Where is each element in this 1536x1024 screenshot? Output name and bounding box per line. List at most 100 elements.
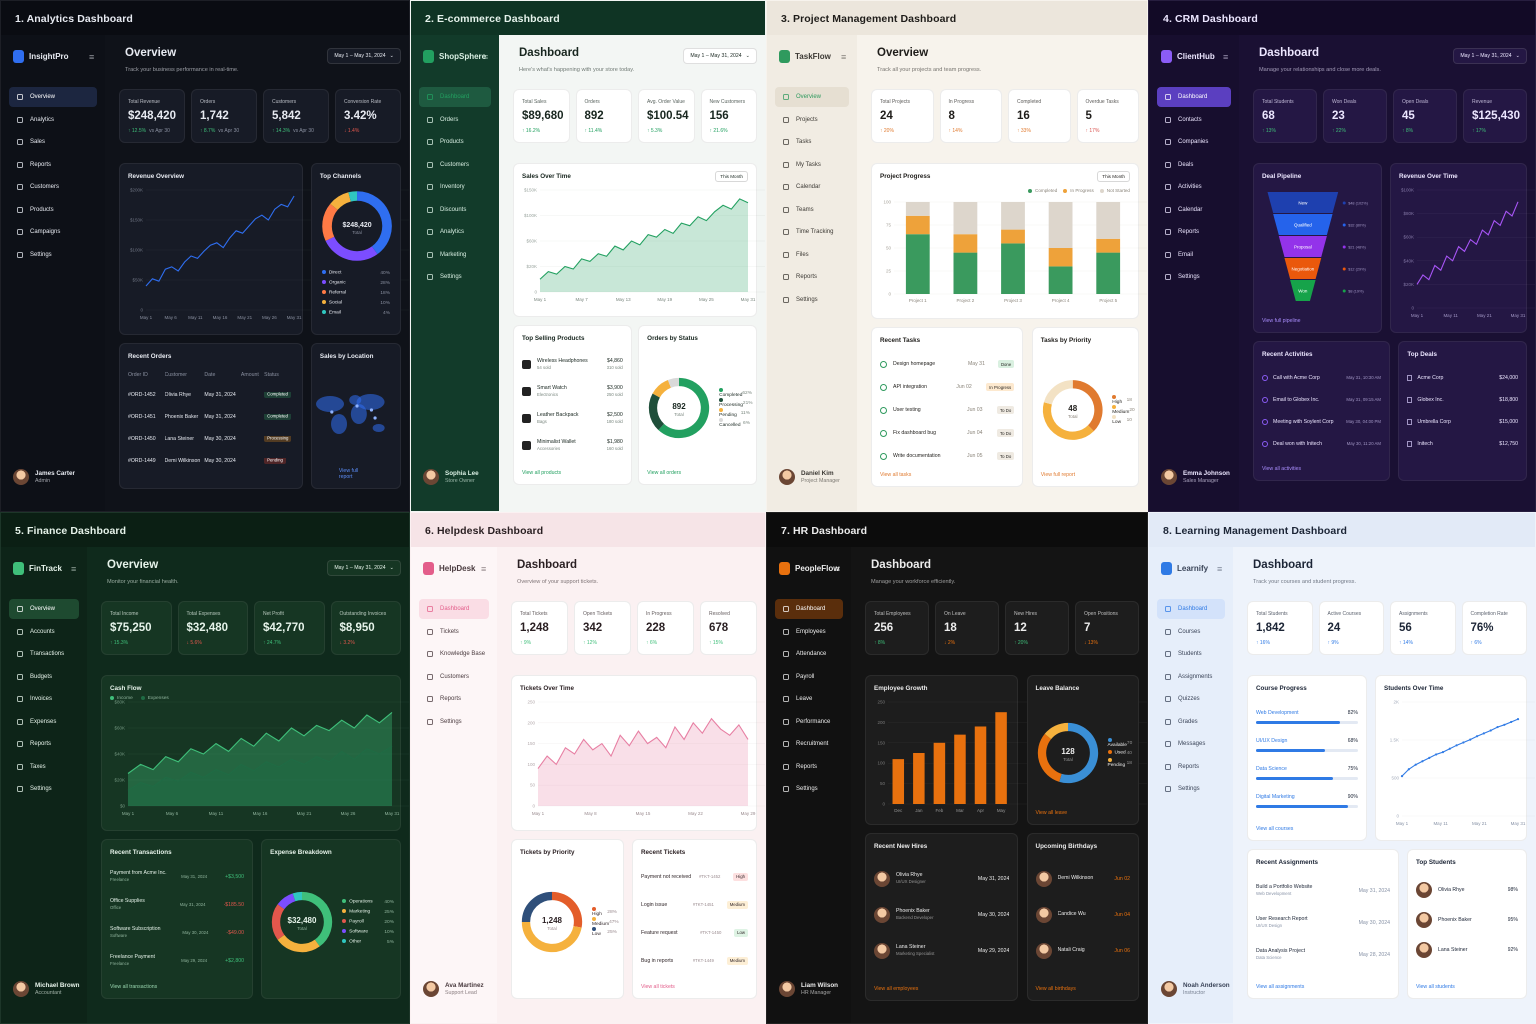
sidebar-item-settings[interactable]: Settings [9, 779, 79, 799]
sidebar-item-payroll[interactable]: Payroll [775, 667, 843, 687]
list-item[interactable]: Olivia Rhye UI/UX Designer May 31, 2024 [874, 862, 1009, 895]
sidebar-item-settings[interactable]: Settings [1157, 779, 1225, 799]
sidebar-item-reports[interactable]: Reports [775, 757, 843, 777]
sidebar-item-my-tasks[interactable]: My Tasks [775, 155, 849, 175]
period-dropdown[interactable]: This Month [1097, 171, 1130, 182]
sidebar-item-dashboard[interactable]: Dashboard [1157, 87, 1231, 107]
menu-icon[interactable]: ≡ [1217, 564, 1223, 574]
list-item[interactable]: Leather Backpack Bags $2,500 180 sold [522, 406, 623, 430]
view-link[interactable]: View all employees [874, 986, 919, 992]
sidebar-item-attendance[interactable]: Attendance [775, 644, 843, 664]
user-profile[interactable]: Daniel Kim Project Manager [779, 469, 840, 486]
sidebar-item-transactions[interactable]: Transactions [9, 644, 79, 664]
sidebar-item-inventory[interactable]: Inventory [419, 177, 491, 197]
sidebar-item-campaigns[interactable]: Campaigns [9, 222, 97, 242]
sidebar-item-tickets[interactable]: Tickets [419, 622, 489, 642]
list-item[interactable]: Call with Acme Corp May 31, 10:30 AM [1262, 368, 1381, 387]
sidebar-item-companies[interactable]: Companies [1157, 132, 1231, 152]
list-item[interactable]: Phoenix Baker Backend Developer May 30, 20… [874, 898, 1009, 931]
user-profile[interactable]: Michael Brown Accountant [13, 981, 79, 998]
sidebar-item-deals[interactable]: Deals [1157, 155, 1231, 175]
list-item[interactable]: Payment not received #TKT-1452 High [641, 864, 748, 889]
list-item[interactable]: Meeting with Soylent Corp May 30, 04:00 P… [1262, 412, 1381, 431]
list-item[interactable]: Payment from Acme Inc. Freelance May 31, 2… [110, 864, 244, 889]
list-item[interactable]: Wireless Headphones 54 sold $4,860 310 sold [522, 352, 623, 376]
sidebar-item-employees[interactable]: Employees [775, 622, 843, 642]
date-range-picker[interactable]: May 1 – May 31, 2024 ⌄ [327, 560, 401, 576]
list-item[interactable]: Data Analysis Project Data Science May 28,… [1256, 940, 1390, 969]
sidebar-item-reports[interactable]: Reports [9, 155, 97, 175]
view-link[interactable]: View all activities [1262, 466, 1302, 472]
sidebar-item-customers[interactable]: Customers [9, 177, 97, 197]
list-item[interactable]: Office Supplies Office May 31, 2024 -$185.5… [110, 892, 244, 917]
table-row[interactable]: #ORD-1452 Olivia Rhye May 31, 2024 Complete… [128, 388, 294, 401]
sidebar-item-analytics[interactable]: Analytics [9, 110, 97, 130]
list-item[interactable]: Lana Steiner 92% [1416, 936, 1518, 963]
sidebar-item-reports[interactable]: Reports [775, 267, 849, 287]
sidebar-item-products[interactable]: Products [9, 200, 97, 220]
sidebar-item-settings[interactable]: Settings [9, 245, 97, 265]
view-link[interactable]: View all tickets [640, 984, 675, 990]
sidebar-item-projects[interactable]: Projects [775, 110, 849, 130]
menu-icon[interactable]: ≡ [71, 564, 77, 574]
sidebar-item-students[interactable]: Students [1157, 644, 1225, 664]
sidebar-item-products[interactable]: Products [419, 132, 491, 152]
sidebar-item-customers[interactable]: Customers [419, 155, 491, 175]
sidebar-item-settings[interactable]: Settings [419, 267, 491, 287]
view-link[interactable]: View all products [522, 470, 562, 476]
sidebar-item-reports[interactable]: Reports [9, 734, 79, 754]
sidebar-item-settings[interactable]: Settings [1157, 267, 1231, 287]
sidebar-item-reports[interactable]: Reports [1157, 222, 1231, 242]
list-item[interactable]: Demi Wilkinson Jun 02 [1035, 862, 1130, 895]
sidebar-item-messages[interactable]: Messages [1157, 734, 1225, 754]
sidebar-item-teams[interactable]: Teams [775, 200, 849, 220]
table-row[interactable]: #ORD-1451 Phoenix Baker May 31, 2024 Comple… [128, 410, 294, 423]
list-item[interactable]: Deal won with Initech May 30, 11:20 AM [1262, 434, 1381, 453]
view-link[interactable]: View full pipeline [1262, 318, 1301, 324]
table-row[interactable]: #ORD-1449 Demi Wilkinson May 30, 2024 Pendi… [128, 454, 294, 467]
sidebar-item-invoices[interactable]: Invoices [9, 689, 79, 709]
sidebar-item-taxes[interactable]: Taxes [9, 757, 79, 777]
user-profile[interactable]: Emma Johnson Sales Manager [1161, 469, 1230, 486]
list-item[interactable]: Fix dashboard bug Jun 04 To Do [880, 423, 1015, 443]
sidebar-item-calendar[interactable]: Calendar [1157, 200, 1231, 220]
table-row[interactable]: #ORD-1450 Lana Steiner May 30, 2024 Process… [128, 432, 294, 445]
sidebar-item-expenses[interactable]: Expenses [9, 712, 79, 732]
view-link[interactable]: View all birthdays [1035, 986, 1076, 992]
sidebar-item-assignments[interactable]: Assignments [1157, 667, 1225, 687]
user-profile[interactable]: Liam Wilson HR Manager [779, 981, 838, 998]
list-item[interactable]: Build a Portfolio Website Web Development… [1256, 876, 1390, 905]
view-link[interactable]: View full report [1040, 472, 1076, 478]
sidebar-item-tasks[interactable]: Tasks [775, 132, 849, 152]
sidebar-item-dashboard[interactable]: Dashboard [419, 87, 491, 107]
list-item[interactable]: Acme Corp $24,000 [1407, 368, 1518, 387]
sidebar-item-performance[interactable]: Performance [775, 712, 843, 732]
menu-icon[interactable]: ≡ [481, 564, 487, 574]
sidebar-item-email[interactable]: Email [1157, 245, 1231, 265]
list-item[interactable]: Globex Inc. $18,800 [1407, 390, 1518, 409]
list-item[interactable]: User Research Report UI/UX Design May 30, … [1256, 908, 1390, 937]
list-item[interactable]: Email to Globex Inc. May 31, 09:15 AM [1262, 390, 1381, 409]
sidebar-item-accounts[interactable]: Accounts [9, 622, 79, 642]
list-item[interactable]: API integration Jun 02 In Progress [880, 377, 1015, 397]
sidebar-item-knowledge-base[interactable]: Knowledge Base [419, 644, 489, 664]
view-link[interactable]: View full report [338, 468, 359, 480]
menu-icon[interactable]: ≡ [835, 564, 841, 574]
sidebar-item-budgets[interactable]: Budgets [9, 667, 79, 687]
view-link[interactable]: View all orders [647, 470, 682, 476]
view-link[interactable]: View all transactions [110, 984, 158, 990]
sidebar-item-sales[interactable]: Sales [9, 132, 97, 152]
sidebar-item-recruitment[interactable]: Recruitment [775, 734, 843, 754]
list-item[interactable]: User testing Jun 03 To Do [880, 400, 1015, 420]
list-item[interactable]: Write documentation Jun 05 To Do [880, 446, 1015, 466]
list-item[interactable]: Umbrella Corp $15,000 [1407, 412, 1518, 431]
list-item[interactable]: Design homepage May 31 Done [880, 354, 1015, 374]
sidebar-item-activities[interactable]: Activities [1157, 177, 1231, 197]
sidebar-item-analytics[interactable]: Analytics [419, 222, 491, 242]
period-dropdown[interactable]: This Month [715, 171, 748, 182]
list-item[interactable]: Olivia Rhye 98% [1416, 876, 1518, 903]
list-item[interactable]: Freelance Payment Freelance May 29, 2024 +$… [110, 948, 244, 973]
list-item[interactable]: Feature request #TKT-1450 Low [641, 920, 748, 945]
user-profile[interactable]: Sophia Lee Store Owner [423, 469, 479, 486]
sidebar-item-courses[interactable]: Courses [1157, 622, 1225, 642]
